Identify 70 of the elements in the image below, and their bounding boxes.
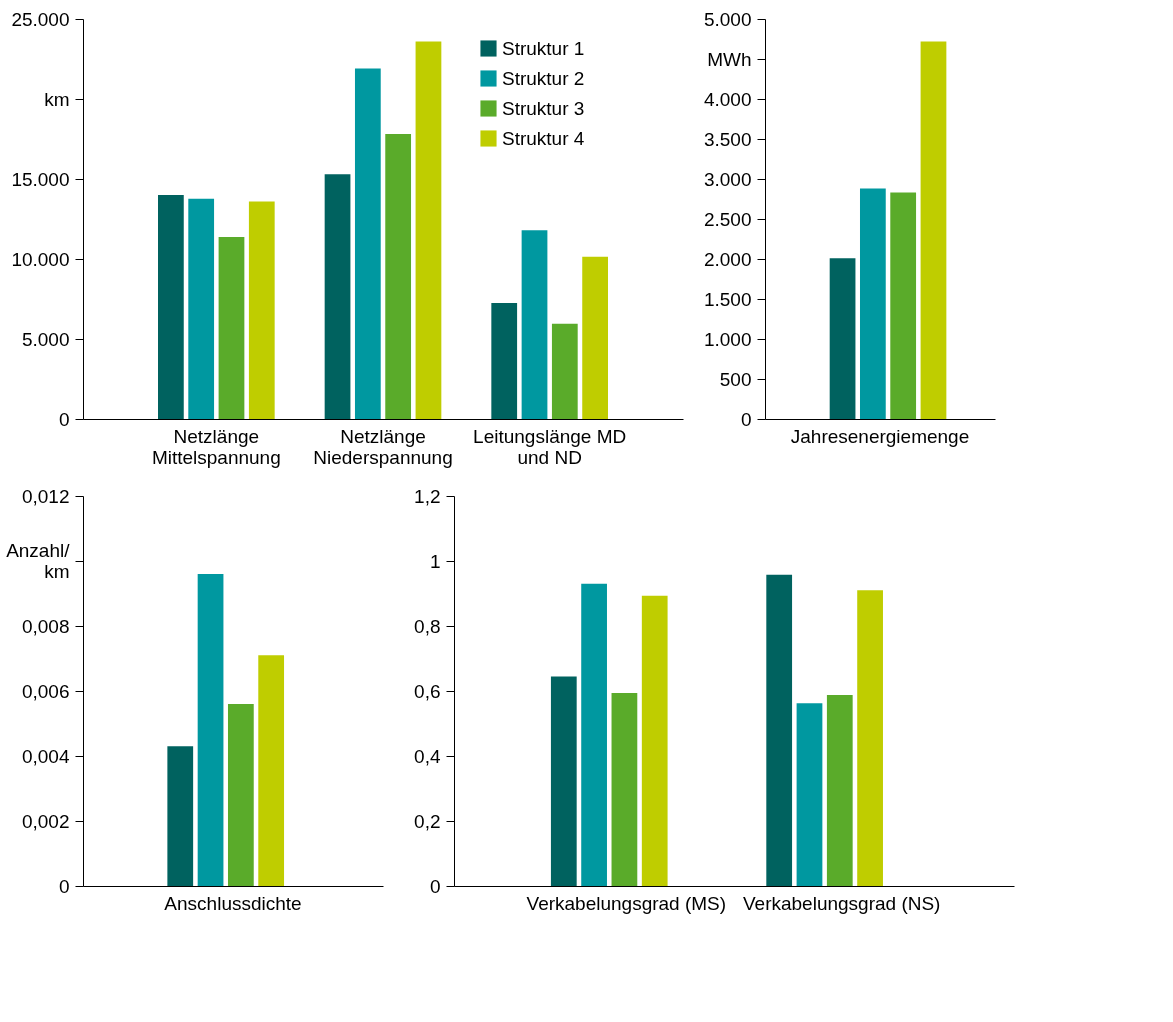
y-tick-label: 3.000	[703, 168, 752, 190]
y-tick-label: 0,008	[21, 615, 70, 637]
bar	[491, 303, 518, 419]
y-tick-label: 0,004	[21, 745, 70, 767]
y-tick-label: 0,002	[21, 810, 70, 832]
bar	[582, 256, 608, 419]
bar	[218, 236, 245, 419]
x-tick-label: Anschlussdichte	[164, 892, 302, 914]
y-tick-label: 0	[58, 875, 70, 897]
bar	[611, 692, 638, 886]
legend-label: Struktur 4	[502, 127, 585, 149]
bar	[324, 174, 351, 419]
x-tick-label: Jahresenergiemenge	[790, 425, 970, 447]
bar	[920, 41, 947, 419]
bar	[641, 595, 668, 886]
bar	[550, 676, 577, 886]
bar	[167, 746, 194, 886]
bar	[857, 590, 883, 886]
y-tick-label: 0,2	[414, 810, 441, 832]
y-tick-label: 500	[719, 368, 752, 390]
legend-label: Struktur 3	[502, 97, 585, 119]
bar	[385, 134, 412, 419]
y-tick-label: 0	[429, 875, 441, 897]
bar	[227, 704, 254, 886]
y-tick-label: 3.500	[703, 128, 752, 150]
y-tick-label: 2.500	[703, 208, 752, 230]
y-tick-label: 10.000	[11, 248, 70, 270]
y-tick-label: 0,006	[21, 680, 70, 702]
bar	[829, 258, 856, 419]
y-tick-label: 5.000	[21, 328, 70, 350]
bar	[521, 230, 548, 419]
bar	[796, 703, 823, 886]
legend-label: Struktur 1	[502, 37, 585, 59]
bar	[766, 574, 793, 886]
y-tick-label: 0,4	[414, 745, 441, 767]
bar	[859, 188, 886, 419]
y-tick-label: MWh	[707, 48, 752, 70]
x-tick-label: Netzlänge Mittelspannung	[151, 425, 281, 468]
x-tick-label: Netzlänge Niederspannung	[313, 425, 453, 468]
y-tick-label: 4.000	[703, 88, 752, 110]
y-tick-label: 5.000	[703, 8, 752, 30]
x-tick-label: Verkabelungsgrad (MS)	[526, 892, 727, 914]
bar	[551, 323, 578, 419]
bar	[354, 68, 381, 419]
y-tick-label: 15.000	[11, 168, 70, 190]
y-tick-label: Anzahl/ km	[6, 539, 71, 582]
y-tick-label: 1.000	[703, 328, 752, 350]
bar	[188, 198, 215, 419]
bar	[158, 195, 184, 419]
bar	[415, 41, 442, 419]
y-tick-label: 0,8	[414, 615, 441, 637]
y-tick-label: 1.500	[703, 288, 752, 310]
y-tick-label: 0,6	[414, 680, 441, 702]
legend-label: Struktur 2	[502, 67, 585, 89]
bar	[890, 192, 917, 419]
y-tick-label: 25.000	[11, 8, 70, 30]
y-tick-label: km	[44, 88, 70, 110]
bar	[826, 694, 853, 886]
y-tick-label: 0	[740, 408, 752, 430]
y-tick-label: 1	[429, 550, 441, 572]
bar	[197, 574, 224, 886]
y-tick-label: 0,012	[21, 485, 70, 507]
bar	[258, 655, 285, 886]
bar	[581, 583, 607, 886]
y-tick-label: 1,2	[414, 485, 441, 507]
x-tick-label: Leitungslänge MD und ND	[473, 425, 627, 468]
bar	[248, 201, 275, 419]
x-tick-label: Verkabelungsgrad (NS)	[742, 892, 941, 914]
y-tick-label: 2.000	[703, 248, 752, 270]
y-tick-label: 0	[58, 408, 70, 430]
